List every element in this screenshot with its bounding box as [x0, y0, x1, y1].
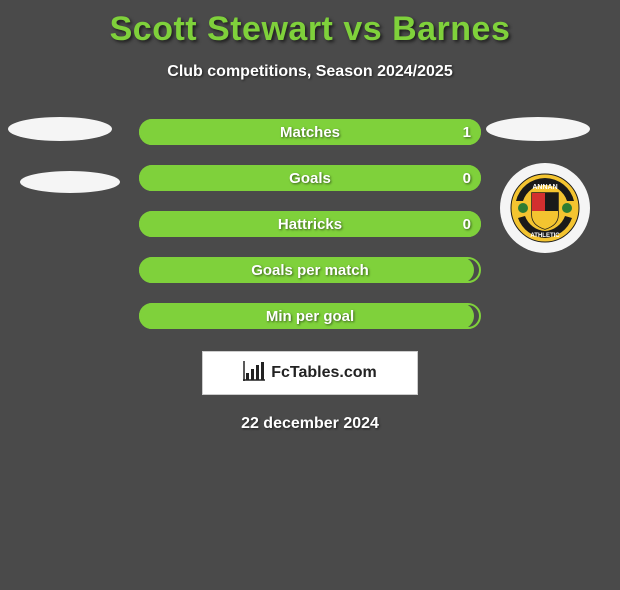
svg-text:ATHLETIC: ATHLETIC	[530, 233, 560, 239]
stat-bar: Goals0	[139, 165, 481, 191]
club-badge: ANNAN ATHLETIC	[500, 163, 590, 253]
chart-bars-icon	[243, 361, 265, 386]
left-player-placeholders	[8, 117, 120, 193]
date-line: 22 december 2024	[0, 415, 620, 433]
player-oval-icon	[486, 117, 590, 141]
stat-bar: Goals per match	[139, 257, 481, 283]
stat-bars: Matches1Goals0Hattricks0Goals per matchM…	[139, 119, 481, 329]
player-oval-icon	[8, 117, 112, 141]
bar-value: 0	[463, 165, 471, 191]
svg-text:ANNAN: ANNAN	[532, 184, 557, 191]
fctables-logo: FcTables.com	[202, 351, 418, 395]
bar-value: 1	[463, 119, 471, 145]
stat-bar: Matches1	[139, 119, 481, 145]
subtitle: Club competitions, Season 2024/2025	[0, 63, 620, 81]
bar-label: Goals	[139, 165, 481, 191]
stat-bar: Min per goal	[139, 303, 481, 329]
bar-label: Min per goal	[139, 303, 481, 329]
bar-value: 0	[463, 211, 471, 237]
bar-label: Goals per match	[139, 257, 481, 283]
page-title: Scott Stewart vs Barnes	[0, 10, 620, 49]
player-oval-icon	[20, 171, 120, 193]
stat-bar: Hattricks0	[139, 211, 481, 237]
bar-label: Matches	[139, 119, 481, 145]
bar-label: Hattricks	[139, 211, 481, 237]
right-player-placeholders	[486, 117, 590, 141]
logo-text: FcTables.com	[271, 364, 377, 382]
club-badge-crest-icon: ANNAN ATHLETIC	[510, 173, 580, 243]
stats-area: ANNAN ATHLETIC Matches1Goals0Hattricks0G…	[0, 119, 620, 329]
